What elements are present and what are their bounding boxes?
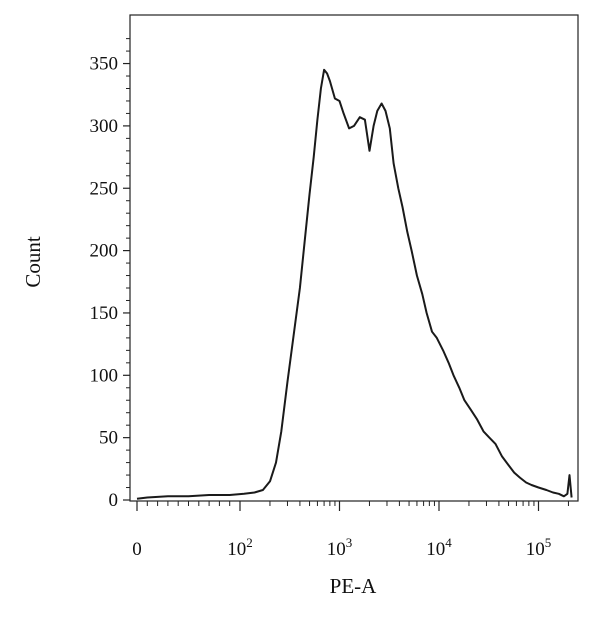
y-tick-label: 0 (109, 490, 119, 511)
y-tick-label: 300 (90, 116, 119, 137)
x-tick-label: 0 (132, 539, 142, 560)
x-axis-title: PE-A (330, 574, 378, 598)
x-tick-label: 103 (327, 535, 353, 560)
y-tick-label: 50 (99, 428, 118, 449)
x-tick-label: 104 (426, 535, 452, 560)
y-axis-title: Count (21, 236, 45, 288)
x-axis: 0 102 103 104 105 (132, 501, 569, 560)
y-tick-label: 250 (90, 178, 119, 199)
y-tick-label: 200 (90, 241, 119, 262)
histogram-line (136, 68, 573, 500)
x-tick-label: 105 (526, 535, 552, 560)
x-tick-label: 102 (227, 535, 253, 560)
plot-frame (129, 14, 579, 502)
y-axis: 0 50 100 150 200 250 300 350 (90, 38, 130, 511)
y-tick-label: 100 (90, 365, 119, 386)
y-tick-label: 150 (90, 303, 119, 324)
y-tick-label: 350 (90, 54, 119, 75)
